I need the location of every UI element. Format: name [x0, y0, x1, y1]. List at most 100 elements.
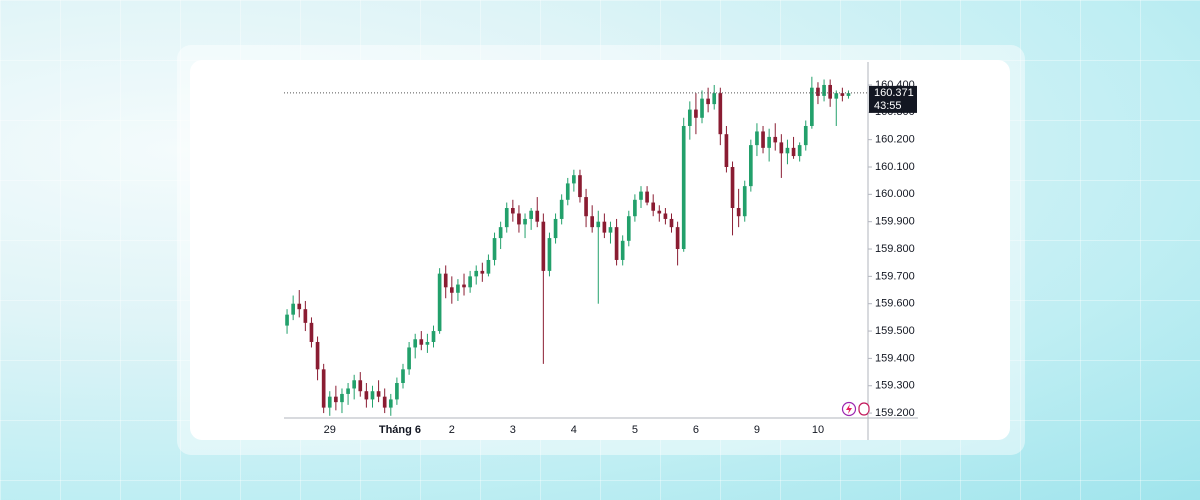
candle-body — [523, 218, 527, 225]
candle-body — [340, 393, 344, 403]
candle-body — [730, 166, 735, 209]
candle-body — [816, 87, 820, 96]
candle-body — [437, 273, 442, 332]
y-tick-label: 160.000 — [875, 188, 915, 200]
candle-body — [657, 210, 662, 214]
candle-body — [504, 208, 509, 228]
candle-body — [590, 216, 595, 228]
candle-body — [810, 87, 814, 126]
candle-body — [309, 322, 314, 342]
candle-body — [327, 396, 332, 408]
candle-body — [315, 341, 320, 370]
candle-body — [687, 109, 692, 126]
candle-body — [486, 259, 491, 274]
x-tick-label: Tháng 6 — [379, 424, 421, 436]
candle-body — [840, 93, 845, 96]
y-tick-label: 159.900 — [875, 216, 915, 228]
y-tick-label: 160.200 — [875, 134, 915, 146]
chart-card — [190, 60, 1010, 440]
candle-body — [413, 339, 418, 348]
candle-body — [425, 341, 430, 345]
candle-body — [346, 388, 350, 394]
candle-body — [572, 175, 576, 184]
candle-body — [669, 218, 674, 228]
candle-body — [456, 284, 460, 293]
candle-body — [535, 210, 540, 222]
candle-body — [498, 227, 503, 239]
x-tick-label: 6 — [693, 424, 699, 436]
candle-body — [742, 186, 747, 217]
candle-body — [480, 270, 485, 274]
candle-body — [419, 339, 424, 345]
candle-body — [803, 125, 808, 146]
candle-body — [626, 216, 631, 241]
candle-body — [334, 396, 338, 403]
candle-body — [602, 221, 607, 233]
candle-body — [718, 93, 723, 135]
candle-body — [376, 391, 381, 397]
candle-body — [321, 369, 326, 408]
candle-body — [474, 270, 479, 277]
candle-body — [614, 227, 619, 260]
candle-body — [779, 142, 784, 154]
candle-body — [291, 303, 295, 315]
candle-body — [651, 202, 656, 211]
x-tick-label: 10 — [812, 424, 824, 436]
candle-body — [675, 227, 680, 250]
candle-body — [462, 284, 466, 288]
candle-body — [541, 221, 546, 271]
candle-body — [596, 221, 601, 228]
candle-body — [620, 240, 625, 260]
candle-body — [755, 131, 759, 146]
candle-body — [663, 213, 668, 219]
candle-body — [645, 191, 649, 203]
candle-body — [431, 331, 436, 342]
candle-body — [547, 238, 552, 271]
candle-body — [553, 218, 558, 239]
y-tick-label: 159.500 — [875, 325, 915, 337]
candle-body — [358, 380, 363, 392]
candle-body — [761, 131, 765, 148]
candle-body — [700, 98, 704, 118]
candle-body — [565, 183, 570, 200]
last-price-box — [869, 85, 917, 113]
x-tick-label: 4 — [571, 424, 577, 436]
candle-body — [559, 199, 564, 219]
candle-body — [822, 84, 826, 96]
candle-body — [401, 369, 405, 384]
candle-body — [694, 109, 698, 118]
indicator-icons — [841, 401, 870, 417]
candle-body — [584, 197, 588, 217]
candle-body — [529, 210, 533, 219]
candle-body — [706, 98, 710, 105]
y-tick-label: 160.100 — [875, 161, 915, 173]
y-tick-label: 159.700 — [875, 270, 915, 282]
candle-body — [608, 227, 613, 233]
candle-body — [797, 145, 802, 157]
candle-body — [846, 93, 851, 96]
candle-body — [443, 273, 448, 288]
candle-body — [449, 287, 454, 293]
x-tick-label: 5 — [632, 424, 638, 436]
candle-body — [791, 147, 796, 157]
x-tick-label: 3 — [510, 424, 516, 436]
y-tick-label: 159.600 — [875, 298, 915, 310]
candle-body — [370, 391, 375, 400]
candle-body — [517, 213, 521, 225]
y-tick-label: 159.300 — [875, 380, 915, 392]
candle-body — [382, 396, 387, 408]
candle-body — [681, 125, 686, 250]
candle-body — [834, 93, 839, 99]
candle-body — [364, 391, 369, 400]
candle-body — [736, 208, 741, 217]
last-price-label: 160.371 — [874, 87, 914, 99]
x-tick-label: 2 — [449, 424, 455, 436]
candle-body — [285, 314, 289, 326]
candle-body — [352, 380, 357, 389]
candle-body — [407, 347, 411, 370]
y-tick-label: 159.800 — [875, 243, 915, 255]
y-tick-label: 159.400 — [875, 352, 915, 364]
candle-body — [303, 309, 308, 323]
